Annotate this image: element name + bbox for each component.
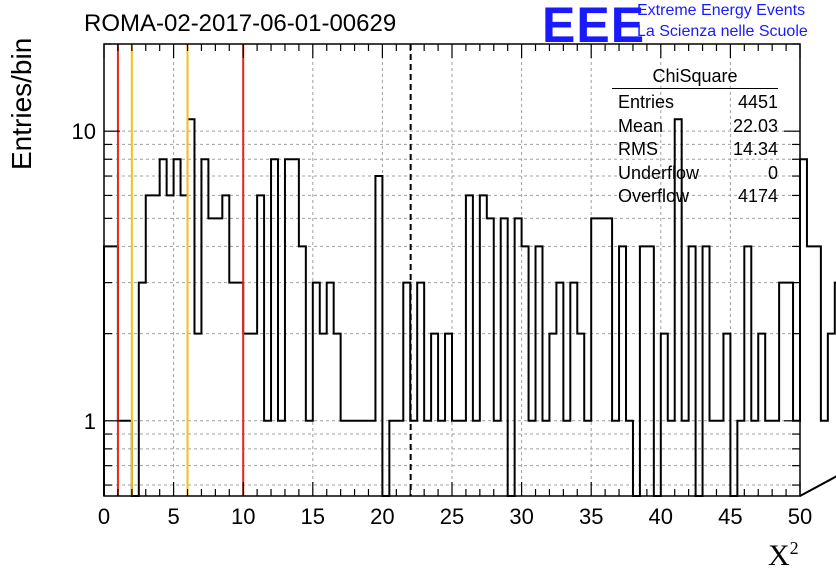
stats-value: 4174 (737, 186, 778, 207)
stats-title: ChiSquare (612, 66, 778, 89)
y-tick-label: 1 (84, 409, 96, 434)
x-tick-label: 0 (98, 504, 110, 529)
stats-value: 14.34 (732, 139, 778, 160)
stats-value: 22.03 (732, 115, 778, 136)
stats-value: 4451 (737, 92, 778, 113)
x-tick-label: 5 (167, 504, 179, 529)
x-tick-label: 20 (370, 504, 394, 529)
x-tick-label: 50 (788, 504, 812, 529)
x-tick-label: 15 (301, 504, 325, 529)
x-tick-label: 30 (509, 504, 533, 529)
eee-logo: EEE (542, 0, 646, 53)
stats-label: Overflow (618, 186, 690, 207)
x-tick-label: 40 (649, 504, 673, 529)
x-tick-label: 10 (231, 504, 255, 529)
stats-label: Entries (618, 92, 675, 113)
stats-label: Underflow (618, 162, 700, 183)
y-tick-label: 10 (72, 119, 96, 144)
stats-row-entries: Entries 4451 (612, 91, 778, 115)
run-title: ROMA-02-2017-06-01-00629 (84, 10, 397, 37)
x-tick-label: 45 (718, 504, 742, 529)
stats-row-overflow: Overflow 4174 (612, 185, 778, 209)
stats-value: 0 (767, 162, 778, 183)
stats-row-mean: Mean 22.03 (612, 115, 778, 139)
stats-row-rms: RMS 14.34 (612, 138, 778, 162)
y-axis-label: Entries/bin (6, 37, 37, 170)
logo-line-1: Extreme Energy Events (637, 2, 806, 19)
logo-line-2: La Scienza nelle Scuole (637, 23, 808, 40)
stats-label: RMS (618, 139, 658, 160)
x-tick-label: 25 (440, 504, 464, 529)
stats-box: ChiSquare Entries 4451 Mean 22.03 RMS 14… (612, 66, 778, 209)
x-axis-label: X2 (768, 538, 799, 572)
stats-row-underflow: Underflow 0 (612, 162, 778, 186)
x-tick-label: 35 (579, 504, 603, 529)
stats-label: Mean (618, 115, 664, 136)
